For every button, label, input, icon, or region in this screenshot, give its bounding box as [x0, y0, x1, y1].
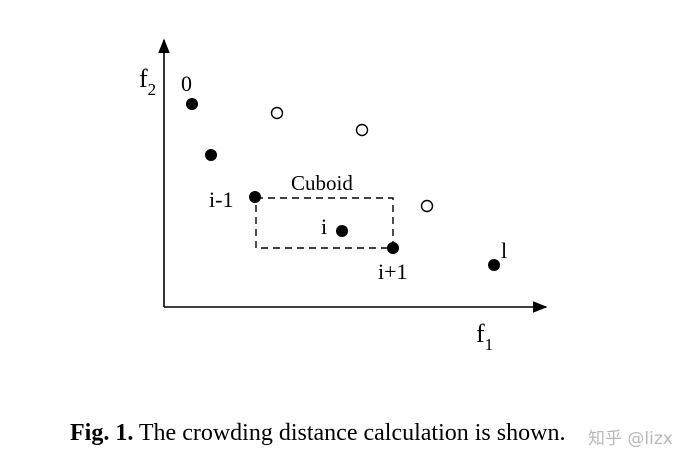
x-axis-label: f1 [476, 319, 493, 354]
point-label-l: l [501, 238, 507, 263]
filled-point-pt-i [336, 225, 348, 237]
filled-point-pt-i-minus-1 [249, 191, 261, 203]
filled-point-pt-i-plus-1 [387, 242, 399, 254]
filled-point-pt-0 [186, 98, 198, 110]
hollow-point-hollow-3 [420, 199, 434, 213]
watermark: 知乎 @lizx [588, 429, 673, 449]
point-label-i-minus-1: i-1 [209, 187, 233, 212]
y-axis-subscript: 2 [148, 80, 157, 99]
filled-point-pt-2 [205, 149, 217, 161]
cuboid-box [255, 197, 394, 249]
point-label-i-plus-1: i+1 [378, 259, 408, 284]
caption-text: The crowding distance calculation is sho… [133, 420, 566, 446]
hollow-point-hollow-1 [270, 106, 284, 120]
y-axis-label: f2 [139, 64, 156, 99]
hollow-point-hollow-2 [355, 123, 369, 137]
figure-caption: Fig. 1. The crowding distance calculatio… [70, 420, 565, 447]
point-label-0: 0 [181, 71, 192, 96]
points-layer [186, 98, 500, 271]
x-axis-subscript: 1 [485, 335, 494, 354]
point-label-i: i [321, 214, 327, 239]
cuboid-label: Cuboid [291, 171, 353, 195]
caption-label: Fig. 1. [70, 420, 134, 446]
filled-point-pt-l [488, 259, 500, 271]
